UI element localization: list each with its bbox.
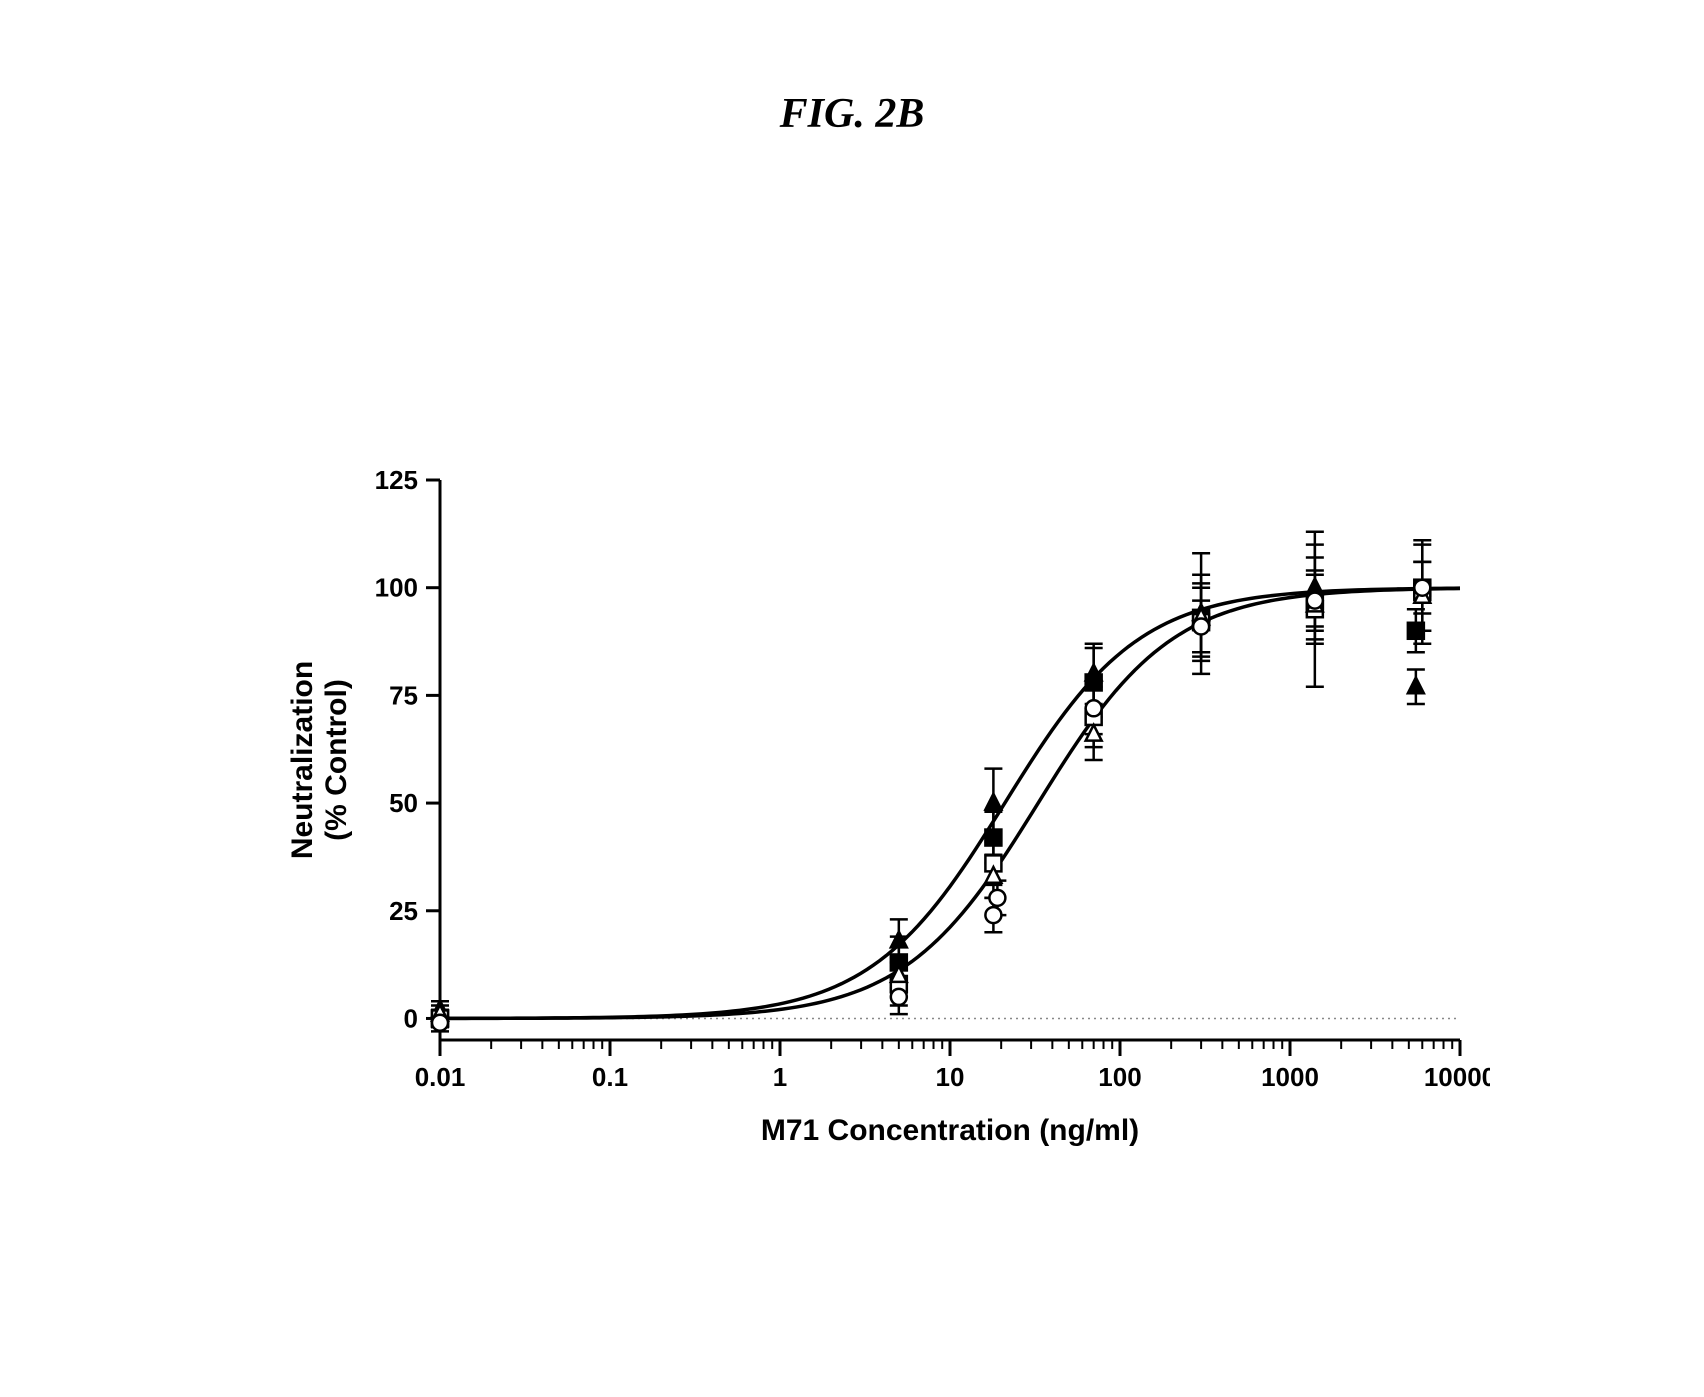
x-tick-label: 0.1 (592, 1062, 628, 1092)
x-tick-label: 100 (1098, 1062, 1141, 1092)
x-tick-label: 10 (936, 1062, 965, 1092)
x-tick-label: 10000 (1424, 1062, 1490, 1092)
y-tick-label: 25 (389, 896, 418, 926)
x-axis-label: M71 Concentration (ng/ml) (761, 1114, 1139, 1147)
curve-lower (440, 588, 1460, 1018)
dose-response-chart: 0 25 50 75 100 125 0.01 0.1 1 10 100 1000 10000 M71 C… (270, 460, 1490, 1190)
figure-title: FIG. 2B (0, 90, 1704, 138)
y-tick-label: 100 (375, 573, 418, 603)
y-tick-label: 0 (404, 1003, 418, 1033)
x-tick-label: 0.01 (415, 1062, 466, 1092)
x-tick-label: 1 (773, 1062, 787, 1092)
y-tick-label: 75 (389, 680, 418, 710)
x-tick-label: 1000 (1261, 1062, 1319, 1092)
curve-upper (440, 588, 1460, 1018)
y-tick-label: 50 (389, 788, 418, 818)
chart-svg: 0 25 50 75 100 125 0.01 0.1 1 10 100 1000 10000 M71 C… (270, 460, 1490, 1190)
y-axis-label-line1: Neutralization (286, 661, 319, 859)
y-tick-label: 125 (375, 465, 418, 495)
y-axis-label-line2: (% Control) (320, 679, 353, 841)
